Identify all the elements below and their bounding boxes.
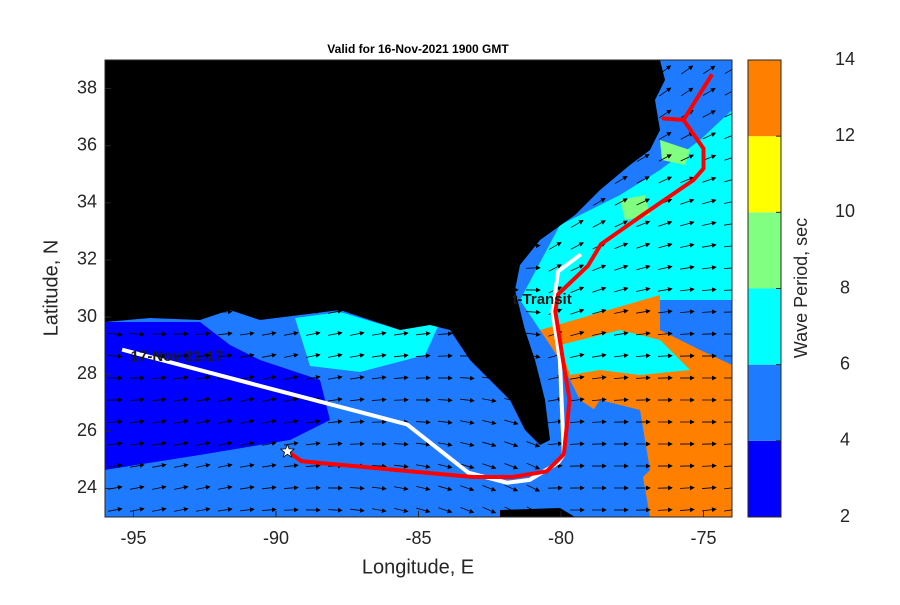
y-tick-label: 24 — [77, 477, 97, 497]
y-tick-label: 36 — [77, 134, 97, 154]
x-tick-label: -90 — [263, 528, 289, 548]
colorbar-band — [748, 212, 781, 288]
colorbar-tick-label: 4 — [840, 430, 850, 450]
wave-arrow — [372, 422, 386, 423]
chart-title: Valid for 16-Nov-2021 1900 GMT — [327, 42, 509, 56]
y-tick-label: 28 — [77, 363, 97, 383]
x-tick-label: -85 — [405, 528, 431, 548]
annotation: t-Transit — [513, 291, 572, 308]
map-area: 17-Nov 21:17 t-Transit — [105, 60, 738, 517]
y-tick-label: 38 — [77, 77, 97, 97]
wave-arrow — [416, 378, 430, 379]
wave-arrow — [284, 510, 298, 511]
colorbar-tick-label: 10 — [835, 201, 855, 221]
colorbar-tick-label: 8 — [840, 277, 850, 297]
colorbar-band — [748, 365, 781, 441]
wave-arrow — [306, 488, 320, 489]
y-tick-label: 26 — [77, 420, 97, 440]
y-tick-label: 32 — [77, 249, 97, 269]
x-tick-label: -80 — [548, 528, 574, 548]
wave-arrow — [350, 444, 364, 445]
x-axis-label: Longitude, E — [362, 556, 474, 578]
colorbar-tick-label: 2 — [840, 506, 850, 526]
colorbar-label: Wave Period, sec — [791, 218, 811, 358]
wave-arrow — [526, 268, 540, 269]
wave-arrow — [438, 356, 452, 357]
colorbar-tick-label: 12 — [835, 125, 855, 145]
wave-arrow — [394, 400, 408, 401]
colorbar-tick-label: 6 — [840, 353, 850, 373]
colorbar-band — [748, 441, 781, 517]
y-axis-label: Latitude, N — [40, 240, 62, 337]
x-tick-label: -95 — [120, 528, 146, 548]
x-tick-label: -75 — [690, 528, 716, 548]
colorbar-band — [748, 136, 781, 212]
colorbar-band — [748, 289, 781, 365]
y-tick-label: 30 — [77, 306, 97, 326]
colorbar-tick-label: 14 — [835, 49, 855, 69]
y-tick-label: 34 — [77, 192, 97, 212]
colorbar-band — [748, 60, 781, 136]
annotation: 17-Nov 21:17 — [131, 348, 224, 365]
